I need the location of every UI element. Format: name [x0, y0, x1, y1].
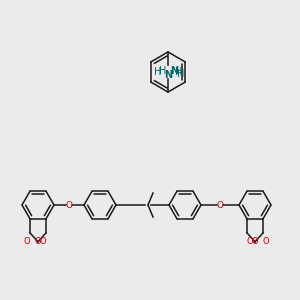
Text: H: H: [177, 69, 184, 79]
Text: O: O: [24, 237, 30, 246]
Text: N: N: [170, 66, 178, 76]
Text: H: H: [175, 67, 182, 77]
Text: O: O: [252, 237, 258, 246]
Text: O: O: [35, 237, 41, 246]
Text: H: H: [154, 67, 161, 77]
Text: O: O: [263, 237, 269, 246]
Text: N: N: [164, 70, 172, 80]
Text: O: O: [40, 237, 46, 246]
Text: O: O: [65, 200, 73, 209]
Text: H: H: [159, 66, 166, 76]
Text: O: O: [217, 200, 224, 209]
Text: O: O: [247, 237, 253, 246]
